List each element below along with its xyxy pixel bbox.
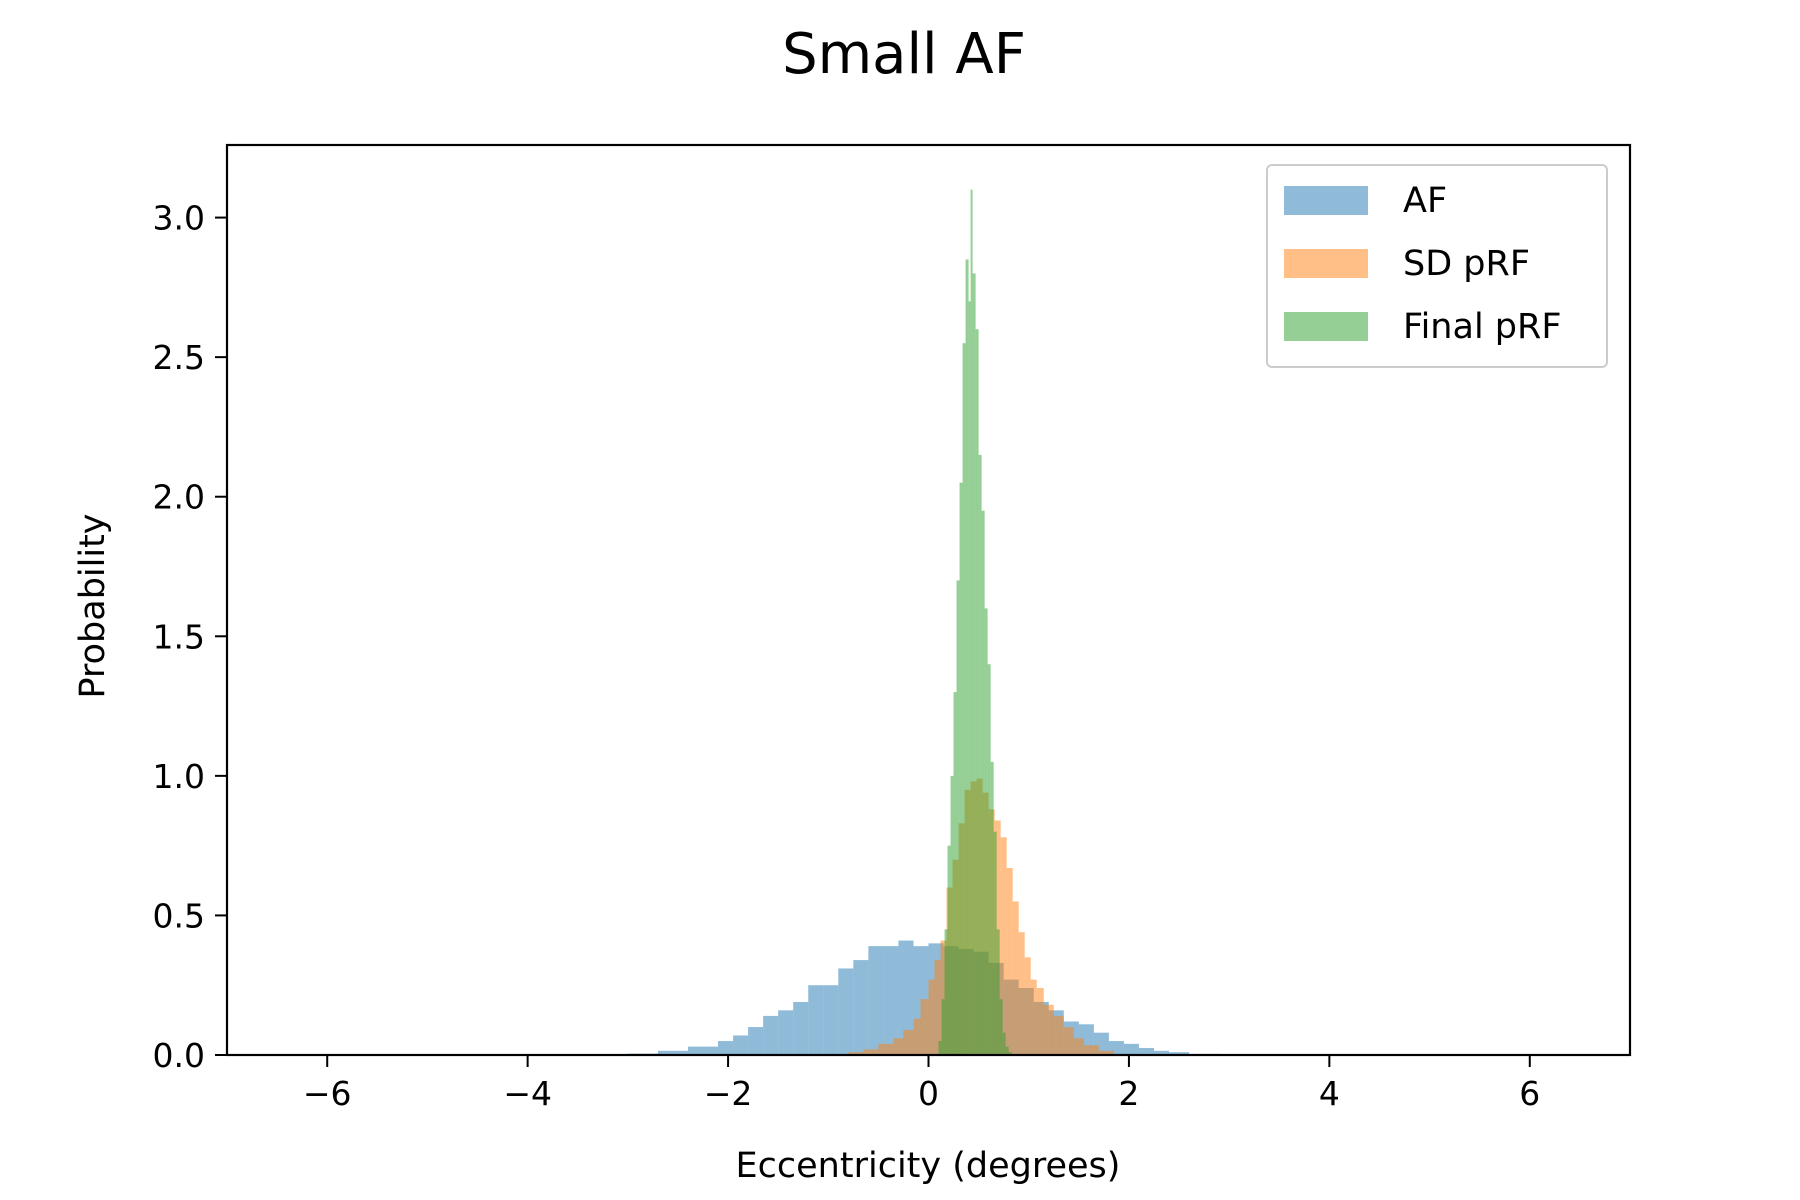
x-tick-label: −4 [503, 1074, 552, 1113]
histogram-bar [975, 329, 979, 1055]
y-tick-label: 1.5 [153, 617, 205, 656]
legend-label: SD pRF [1403, 244, 1530, 284]
y-tick-label: 0.5 [153, 896, 205, 935]
histogram-bar [996, 929, 1000, 1055]
histogram-bar [1018, 932, 1025, 1055]
histogram-bar [920, 999, 929, 1055]
histogram-bar [1073, 1038, 1084, 1055]
histogram-bar [878, 1043, 894, 1055]
histogram-bar [1006, 867, 1013, 1055]
histogram-bar [947, 845, 951, 1055]
y-tick-label: 1.0 [153, 757, 205, 796]
histogram-bar [1043, 1004, 1054, 1055]
chart-title: Small AF [782, 22, 1026, 87]
histogram-bar [993, 831, 997, 1055]
histogram-bar [928, 979, 935, 1055]
histogram-bar [1008, 1052, 1012, 1055]
histogram-bar [1012, 901, 1019, 1055]
legend-swatch [1284, 249, 1368, 278]
histogram-bar [940, 940, 947, 1055]
histogram-bar [893, 1038, 904, 1055]
histogram-bar [972, 273, 976, 1055]
legend-swatch [1284, 312, 1368, 341]
histogram-bar [1123, 1043, 1139, 1055]
legend-label: AF [1403, 181, 1447, 221]
histogram-bar [1053, 1015, 1064, 1055]
bars-layer [627, 189, 1220, 1056]
histogram-bar [962, 343, 966, 1055]
x-tick-label: −6 [303, 1074, 352, 1113]
x-tick-label: 6 [1519, 1074, 1540, 1113]
histogram-bar [1063, 1027, 1074, 1055]
histogram-bar [913, 1018, 921, 1055]
y-tick-label: 2.5 [153, 338, 205, 377]
histogram-bar [863, 1049, 879, 1055]
x-axis: −6 −4 −2 0 2 4 6 [303, 1055, 1540, 1113]
x-tick-label: 0 [918, 1074, 939, 1113]
histogram-bar [748, 1027, 764, 1055]
histogram-bar [898, 940, 914, 1055]
histogram-bar [987, 664, 991, 1055]
legend-label: Final pRF [1403, 307, 1561, 347]
histogram-bar [950, 775, 954, 1055]
histogram-bar [733, 1035, 749, 1055]
histogram-bar [657, 1050, 688, 1055]
legend-swatch [1284, 186, 1368, 215]
histogram-bar [868, 946, 884, 1055]
histogram-bar [1000, 837, 1007, 1055]
histogram-bar [1138, 1048, 1154, 1055]
histogram-bar [934, 960, 941, 1055]
histogram-bar [848, 1052, 864, 1055]
histogram-bar [1024, 957, 1031, 1055]
histogram-bar [1030, 979, 1037, 1055]
histogram-bar [793, 1001, 809, 1055]
x-axis-label: Eccentricity (degrees) [736, 1146, 1121, 1186]
y-axis-label: Probability [73, 513, 113, 698]
histogram-bar [941, 999, 945, 1055]
histogram-bar [981, 510, 985, 1056]
x-tick-label: 2 [1118, 1074, 1139, 1113]
histogram-bar [808, 985, 824, 1055]
series-2 [938, 189, 1012, 1056]
histogram-bar [718, 1041, 734, 1055]
histogram-bar [1169, 1052, 1190, 1055]
histogram-bar [763, 1015, 779, 1055]
histogram-bar [883, 946, 899, 1055]
histogram-bar [687, 1046, 719, 1055]
histogram-bar [823, 985, 839, 1055]
histogram-bar [953, 692, 957, 1055]
histogram-bar [938, 1041, 942, 1055]
x-tick-label: 4 [1319, 1074, 1340, 1113]
histogram-bar [903, 1029, 914, 1055]
histogram-bar [970, 189, 973, 1055]
histogram-bar [984, 608, 988, 1055]
histogram-bar [1153, 1050, 1170, 1055]
x-tick-label: −2 [704, 1074, 753, 1113]
histogram-bar [1098, 1050, 1114, 1055]
histogram-bar [778, 1010, 794, 1055]
histogram-bar [1002, 1032, 1006, 1055]
histogram-bar [965, 259, 969, 1055]
histogram-bar [853, 960, 869, 1055]
y-tick-label: 0.0 [153, 1036, 205, 1075]
histogram-bar [978, 454, 982, 1055]
histogram-bar [990, 761, 994, 1055]
legend: AF SD pRF Final pRF [1266, 164, 1608, 368]
histogram-bar [999, 999, 1003, 1055]
histogram-bar [944, 929, 948, 1055]
histogram-bar [968, 301, 971, 1055]
histogram-bar [838, 968, 854, 1055]
histogram-bar [959, 482, 963, 1055]
histogram-bar [1036, 988, 1044, 1055]
histogram-bar [1083, 1045, 1099, 1055]
histogram-bar [956, 580, 960, 1055]
y-axis: 0.0 0.5 1.0 1.5 2.0 2.5 3.0 [153, 199, 227, 1075]
histogram-bar [1005, 1046, 1009, 1055]
y-tick-label: 2.0 [153, 478, 205, 517]
y-tick-label: 3.0 [153, 199, 205, 238]
